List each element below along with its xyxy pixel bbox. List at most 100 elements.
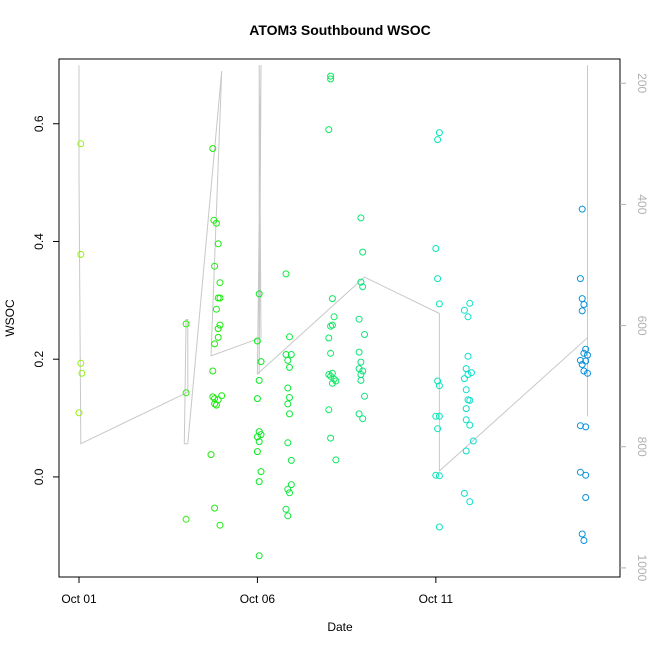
data-point: [466, 396, 474, 404]
data-point: [357, 376, 365, 384]
y-tick-label: 0.2: [32, 351, 46, 368]
data-point: [211, 504, 219, 512]
data-point: [327, 434, 335, 442]
data-point: [464, 313, 472, 321]
data-point: [466, 498, 474, 506]
data-point: [332, 377, 340, 385]
data-point: [434, 377, 442, 385]
data-point: [255, 290, 263, 298]
data-point: [286, 410, 293, 418]
data-point: [284, 356, 292, 364]
data-point: [287, 481, 295, 489]
data-point: [257, 431, 265, 439]
data-point: [286, 394, 293, 401]
data-point: [435, 523, 443, 531]
data-point: [328, 295, 336, 303]
data-point: [77, 140, 85, 148]
y-axis-right: 200 400 600 800 1000: [620, 73, 649, 582]
data-point: [207, 451, 215, 459]
data-point: [214, 333, 222, 341]
data-point: [357, 278, 365, 286]
data-point: [435, 300, 443, 308]
data-point: [432, 245, 440, 252]
data-point: [578, 530, 586, 538]
y2-tick-label: 200: [635, 73, 649, 93]
y2-tick-label: 400: [635, 194, 649, 214]
data-point: [462, 386, 470, 394]
data-point: [359, 367, 367, 375]
data-point: [218, 392, 226, 400]
data-point: [466, 299, 474, 307]
data-point: [282, 505, 290, 513]
data-point: [434, 275, 442, 283]
data-point: [327, 349, 335, 357]
data-point: [327, 322, 335, 330]
data-point: [216, 279, 224, 287]
data-point: [582, 357, 590, 365]
data-point: [209, 145, 217, 152]
data-point: [327, 75, 335, 83]
data-point: [286, 333, 293, 341]
data-point: [460, 489, 468, 497]
y-axis-label: WSOC: [3, 299, 17, 337]
data-point: [576, 468, 584, 476]
data-point: [576, 356, 584, 364]
data-point: [435, 129, 443, 137]
y2-tick-label: 800: [635, 437, 649, 457]
y-tick-label: 0.0: [32, 468, 46, 485]
data-point: [580, 349, 588, 357]
data-point: [466, 421, 474, 429]
y-axis-left: 0.0 0.2 0.4 0.6: [32, 115, 59, 485]
data-point: [464, 371, 472, 378]
data-point: [211, 262, 219, 270]
data-point: [211, 400, 219, 408]
data-point: [462, 447, 470, 455]
data-point: [212, 305, 220, 313]
data-point: [77, 359, 85, 367]
data-point: [332, 456, 340, 464]
data-point: [359, 415, 367, 423]
data-point: [469, 437, 477, 445]
y-tick-label: 0.4: [32, 233, 46, 250]
data-point: [462, 405, 470, 413]
data-point: [255, 376, 263, 384]
data-point: [214, 325, 222, 333]
data-point: [253, 448, 261, 456]
data-point: [435, 382, 443, 390]
data-point: [359, 248, 367, 256]
data-point: [325, 406, 333, 414]
data-point: [211, 340, 219, 348]
data-point: [257, 468, 265, 476]
data-point: [182, 389, 190, 397]
chart-title: ATOM3 Southbound WSOC: [249, 22, 430, 38]
data-point: [328, 379, 336, 387]
data-point: [284, 384, 292, 392]
data-point: [576, 422, 584, 430]
data-point: [286, 489, 293, 497]
data-point: [580, 301, 588, 308]
data-point: [212, 219, 220, 227]
data-point: [282, 270, 290, 278]
data-point: [253, 395, 261, 403]
x-axis: Oct 01 Oct 06 Oct 11: [61, 577, 453, 606]
data-point: [468, 369, 475, 377]
data-point: [330, 313, 338, 321]
data-point: [355, 348, 363, 356]
data-point: [582, 471, 590, 479]
data-point: [327, 72, 335, 80]
data-point: [462, 416, 470, 424]
data-point: [576, 275, 584, 283]
data-point: [287, 456, 295, 464]
data-point: [580, 367, 588, 375]
data-point: [435, 472, 443, 480]
data-point: [361, 392, 368, 400]
data-point: [212, 401, 220, 409]
data-point: [325, 371, 333, 378]
data-point: [357, 214, 365, 222]
data-point: [359, 283, 367, 291]
data-point: [464, 352, 472, 360]
data-point: [325, 334, 333, 342]
data-point: [435, 412, 443, 420]
